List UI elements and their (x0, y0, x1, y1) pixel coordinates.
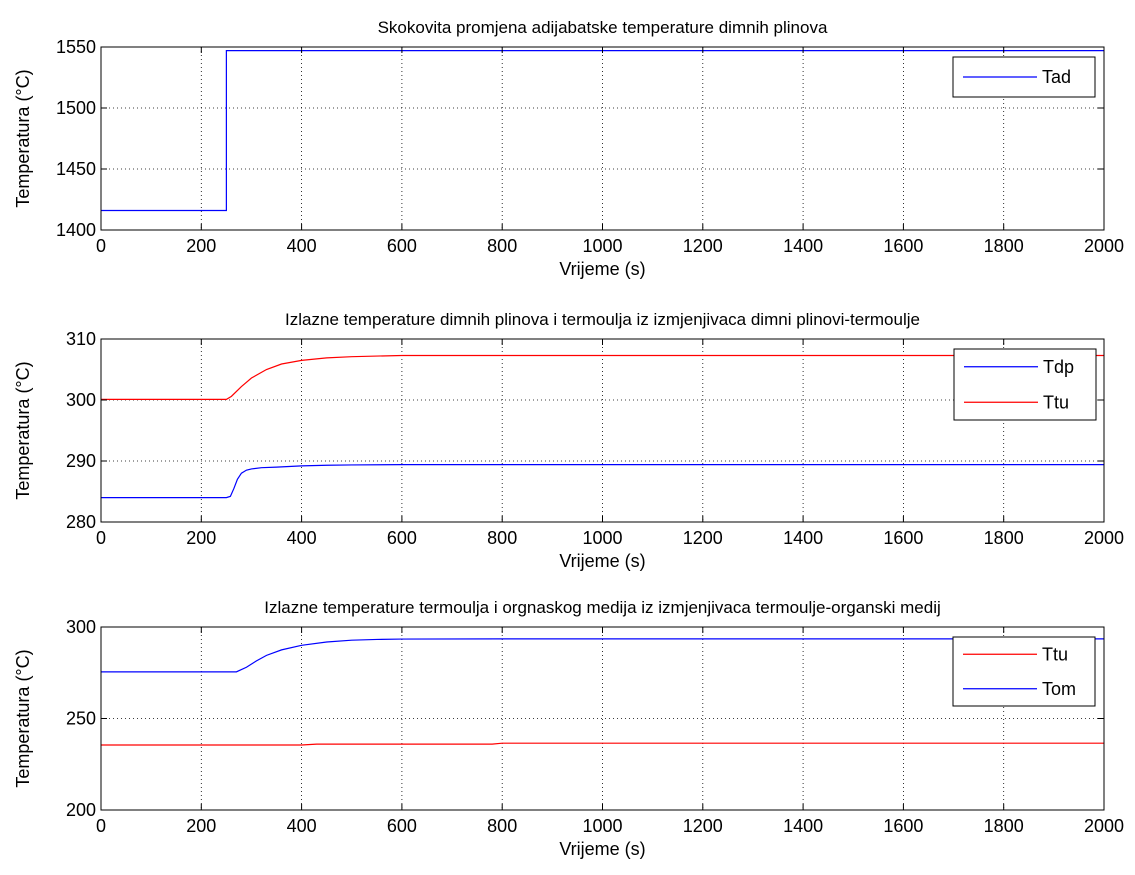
x-axis-label: Vrijeme (s) (559, 551, 645, 571)
x-axis-label: Vrijeme (s) (559, 839, 645, 859)
x-tick-label: 600 (387, 236, 417, 256)
x-tick-label: 1200 (683, 236, 723, 256)
x-tick-label: 400 (287, 816, 317, 836)
x-tick-label: 1400 (783, 528, 823, 548)
series-line-tom (101, 638, 1104, 673)
y-axis-label: Temperatura (°C) (13, 649, 33, 787)
x-tick-label: 800 (487, 528, 517, 548)
chart-title: Skokovita promjena adijabatske temperatu… (378, 18, 828, 37)
x-tick-label: 0 (96, 816, 106, 836)
x-tick-label: 200 (186, 236, 216, 256)
x-tick-label: 600 (387, 816, 417, 836)
y-tick-label: 310 (66, 329, 96, 349)
y-tick-label: 300 (66, 617, 96, 637)
x-tick-label: 0 (96, 236, 106, 256)
legend-box (952, 636, 1096, 707)
y-tick-label: 1500 (56, 98, 96, 118)
y-tick-label: 300 (66, 390, 96, 410)
x-axis-label: Vrijeme (s) (559, 259, 645, 279)
x-tick-label: 200 (186, 528, 216, 548)
x-tick-label: 1200 (683, 816, 723, 836)
legend-label-ttu: Ttu (1043, 392, 1069, 412)
x-tick-label: 600 (387, 528, 417, 548)
chart-panel-2: 0 200 400 600 800 1000 1200 1400 1600 1800 2000 280… (13, 310, 1124, 571)
x-tick-label: 1000 (582, 528, 622, 548)
y-axis-label: Temperatura (°C) (13, 361, 33, 499)
legend-label-ttu: Ttu (1042, 644, 1068, 664)
chart-title: Izlazne temperature dimnih plinova i ter… (285, 310, 920, 329)
series-line-tad (101, 50, 1104, 212)
x-tick-label: 2000 (1084, 816, 1124, 836)
x-tick-label: 1800 (984, 528, 1024, 548)
y-tick-label: 250 (66, 709, 96, 729)
x-tick-label: 0 (96, 528, 106, 548)
y-tick-label: 280 (66, 512, 96, 532)
x-tick-label: 2000 (1084, 236, 1124, 256)
x-tick-label: 800 (487, 236, 517, 256)
series-line-tdp (101, 464, 1104, 499)
legend-box (953, 348, 1097, 421)
x-tick-label: 1200 (683, 528, 723, 548)
y-tick-label: 290 (66, 451, 96, 471)
x-tick-label: 1600 (883, 816, 923, 836)
x-tick-label: 1000 (582, 236, 622, 256)
x-tick-label: 1600 (883, 236, 923, 256)
y-axis-label: Temperatura (°C) (13, 69, 33, 207)
y-tick-label: 200 (66, 800, 96, 820)
x-tick-label: 400 (287, 528, 317, 548)
legend: Tdp Ttu (953, 348, 1097, 421)
x-tick-label: 1600 (883, 528, 923, 548)
x-tick-label: 400 (287, 236, 317, 256)
legend: Tad (952, 56, 1096, 98)
x-tick-label: 200 (186, 816, 216, 836)
series-line-ttu (101, 354, 1104, 400)
legend-label-tom: Tom (1042, 679, 1076, 699)
y-tick-label: 1550 (56, 37, 96, 57)
chart-panel-3: 0 200 400 600 800 1000 1200 1400 1600 1800 2000200… (13, 598, 1124, 859)
x-tick-label: 1000 (582, 816, 622, 836)
legend-label-tdp: Tdp (1043, 357, 1074, 377)
series-line-ttu (101, 742, 1104, 746)
chart-panel-1: 0 200 400 600 800 1000 1200 1400 1600 1800 2000 140… (13, 18, 1124, 279)
legend: Ttu Tom (952, 636, 1096, 707)
y-tick-label: 1400 (56, 220, 96, 240)
x-tick-label: 1800 (984, 816, 1024, 836)
y-tick-label: 1450 (56, 159, 96, 179)
x-tick-label: 1400 (783, 236, 823, 256)
chart-title: Izlazne temperature termoulja i orgnasko… (264, 598, 941, 617)
x-tick-label: 800 (487, 816, 517, 836)
x-tick-label: 1800 (984, 236, 1024, 256)
legend-label-tad: Tad (1042, 67, 1071, 87)
x-tick-label: 2000 (1084, 528, 1124, 548)
x-tick-label: 1400 (783, 816, 823, 836)
